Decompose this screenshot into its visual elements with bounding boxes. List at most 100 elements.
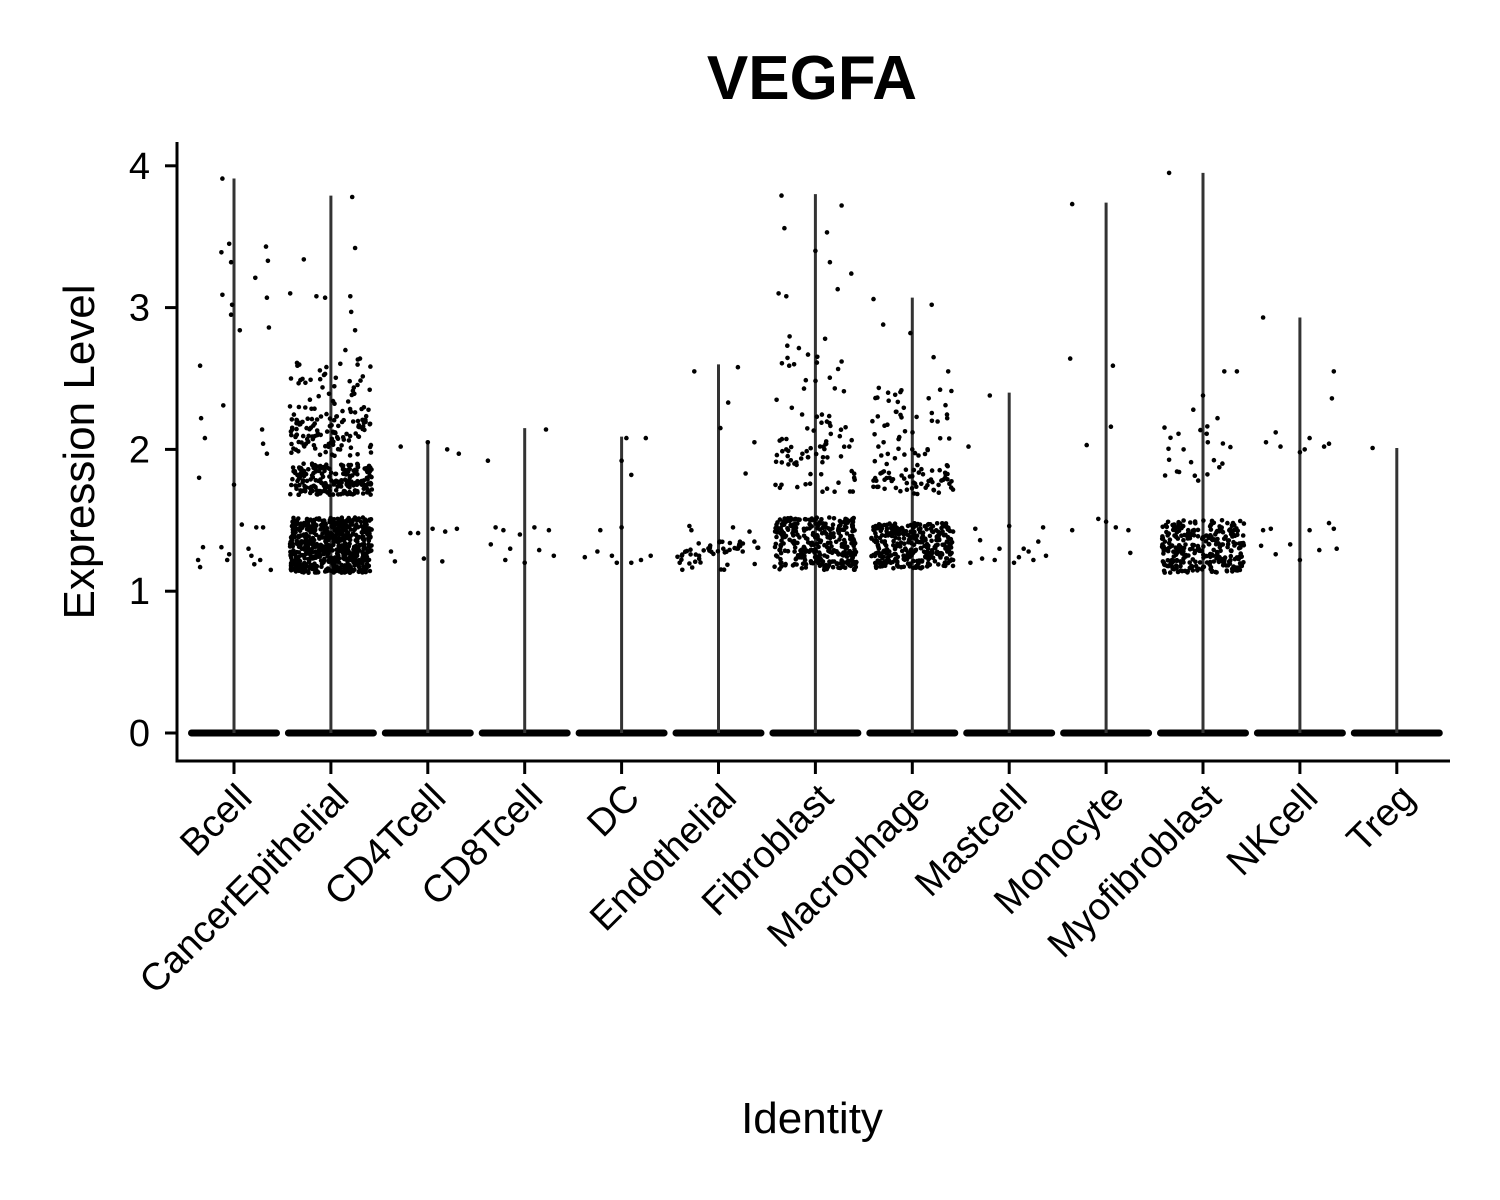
data-point <box>948 542 953 547</box>
data-point <box>306 558 312 563</box>
data-point <box>299 552 304 558</box>
data-point <box>795 553 801 558</box>
data-point <box>1103 519 1109 524</box>
data-point <box>1273 552 1278 557</box>
data-point <box>774 452 780 458</box>
data-point <box>582 554 588 560</box>
data-point <box>226 552 232 557</box>
data-point <box>945 477 950 482</box>
data-point <box>747 529 752 534</box>
data-point <box>882 486 887 492</box>
data-point <box>1268 526 1274 532</box>
data-point <box>352 546 357 551</box>
data-point <box>1209 534 1214 540</box>
data-point <box>334 414 340 419</box>
violin-monocyte <box>1060 202 1153 737</box>
data-point <box>908 553 913 558</box>
data-point <box>1263 440 1269 445</box>
data-point <box>345 483 351 489</box>
data-point <box>801 386 807 391</box>
data-point <box>1213 532 1218 537</box>
data-point <box>329 423 334 428</box>
data-point <box>725 400 731 405</box>
data-point <box>807 517 812 523</box>
data-point <box>322 468 327 474</box>
data-point <box>329 531 335 536</box>
data-point <box>787 334 792 339</box>
data-point <box>920 472 926 477</box>
data-point <box>838 561 843 566</box>
point-layer <box>195 170 1375 575</box>
data-point <box>1188 459 1194 465</box>
data-point <box>839 359 844 364</box>
y-axis-ticks: 0 1 2 3 4 <box>129 146 177 755</box>
data-point <box>1307 527 1312 533</box>
data-point <box>296 516 301 521</box>
data-point <box>1183 542 1188 547</box>
data-point <box>290 465 296 470</box>
data-point <box>892 546 898 552</box>
data-point <box>789 405 795 411</box>
data-point <box>1067 356 1073 361</box>
data-point <box>923 537 928 543</box>
data-point <box>1231 539 1236 545</box>
data-point <box>1181 560 1186 565</box>
data-point <box>1195 527 1201 533</box>
data-point <box>219 250 224 255</box>
data-point <box>786 363 792 369</box>
data-point <box>316 393 322 399</box>
data-point <box>1278 444 1283 449</box>
data-point <box>937 387 943 393</box>
data-point <box>1177 545 1183 550</box>
data-point <box>819 531 825 536</box>
data-point <box>351 560 357 565</box>
data-point <box>314 568 319 573</box>
data-point <box>296 449 301 454</box>
data-point <box>355 382 360 388</box>
data-point <box>835 286 840 292</box>
data-point <box>307 524 313 530</box>
data-point <box>926 396 931 401</box>
data-point <box>1329 396 1335 401</box>
data-point <box>1204 560 1210 565</box>
data-point <box>825 535 830 540</box>
data-point <box>1166 457 1172 463</box>
data-point <box>326 391 332 397</box>
data-point <box>832 489 837 495</box>
data-point <box>948 536 954 542</box>
data-point <box>943 521 949 526</box>
data-point <box>1220 529 1226 535</box>
data-point <box>310 462 316 468</box>
data-point <box>781 522 787 527</box>
points-cancerepithelial <box>287 194 375 575</box>
data-point <box>839 203 844 208</box>
data-point <box>1182 553 1187 558</box>
data-point <box>1176 469 1182 475</box>
data-point <box>752 539 757 544</box>
data-point <box>358 519 364 525</box>
data-point <box>891 538 896 544</box>
data-point <box>799 566 805 571</box>
data-point <box>944 415 950 421</box>
data-point <box>367 518 372 523</box>
data-point <box>1198 427 1203 433</box>
data-point <box>871 484 876 490</box>
data-point <box>357 356 363 361</box>
data-point <box>834 561 840 567</box>
data-point <box>828 531 834 537</box>
data-point <box>361 538 367 543</box>
data-point <box>294 417 299 423</box>
data-point <box>827 375 833 381</box>
data-point <box>313 523 319 528</box>
data-point <box>1172 533 1177 538</box>
data-point <box>551 553 557 559</box>
data-point <box>325 568 330 574</box>
data-point <box>869 535 874 541</box>
data-point <box>831 516 837 521</box>
data-point <box>331 417 337 423</box>
data-point <box>1026 549 1031 554</box>
data-point <box>220 292 225 298</box>
data-point <box>937 436 943 441</box>
data-point <box>890 477 896 482</box>
data-point <box>914 563 919 569</box>
